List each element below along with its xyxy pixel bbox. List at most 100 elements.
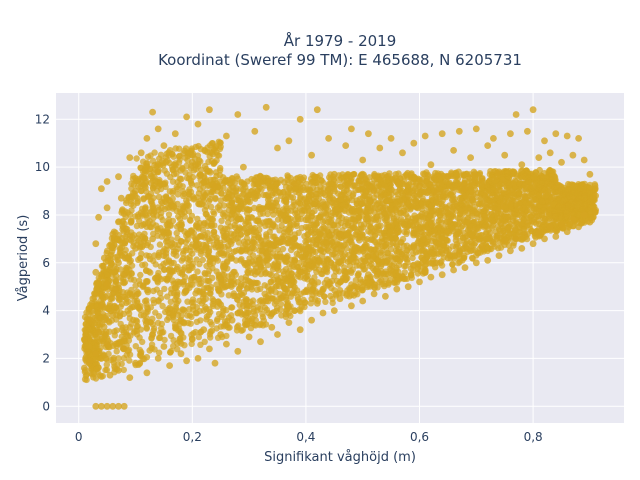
scatter-point xyxy=(303,203,310,210)
scatter-point xyxy=(277,212,285,219)
scatter-point xyxy=(218,190,225,197)
scatter-point xyxy=(510,242,517,249)
scatter-point xyxy=(147,304,155,311)
scatter-point xyxy=(130,276,138,284)
scatter-point xyxy=(162,259,170,266)
scatter-point xyxy=(203,313,211,320)
scatter-point xyxy=(505,242,512,249)
scatter-point xyxy=(287,282,294,289)
scatter-point xyxy=(374,213,381,220)
scatter-point xyxy=(265,292,272,299)
scatter-point xyxy=(287,187,294,194)
scatter-point xyxy=(428,219,436,227)
scatter-point xyxy=(156,176,163,184)
scatter-point xyxy=(298,210,305,217)
scatter-point xyxy=(238,281,245,288)
scatter-point xyxy=(225,246,233,253)
scatter-point xyxy=(497,244,505,251)
scatter-point xyxy=(361,173,368,180)
scatter-point xyxy=(163,238,170,245)
scatter-point xyxy=(387,241,394,248)
scatter-point xyxy=(165,314,173,321)
scatter-point xyxy=(174,191,182,198)
scatter-point xyxy=(240,289,248,297)
scatter-point xyxy=(249,194,257,201)
scatter-point xyxy=(315,215,322,222)
scatter-point xyxy=(306,185,313,193)
scatter-point xyxy=(517,221,525,228)
scatter-point xyxy=(337,250,344,257)
scatter-point xyxy=(212,255,220,262)
scatter-point xyxy=(489,179,496,186)
scatter-point xyxy=(461,229,468,237)
scatter-point xyxy=(377,193,384,201)
scatter-point xyxy=(371,281,379,288)
scatter-point xyxy=(411,195,418,202)
scatter-point xyxy=(156,183,163,190)
scatter-point xyxy=(416,178,423,185)
scatter-point xyxy=(383,250,391,257)
scatter-point xyxy=(308,192,315,199)
scatter-point xyxy=(294,174,301,182)
scatter-point xyxy=(188,181,196,188)
chart-title-line-2: Koordinat (Sweref 99 TM): E 465688, N 62… xyxy=(158,51,522,69)
scatter-point xyxy=(98,333,106,341)
scatter-point xyxy=(143,287,151,294)
scatter-point xyxy=(264,254,271,262)
scatter-point xyxy=(140,312,147,319)
scatter-point xyxy=(96,372,104,379)
scatter-point xyxy=(197,171,204,179)
scatter-point xyxy=(288,246,295,254)
scatter-point xyxy=(475,232,483,240)
scatter-point xyxy=(143,223,150,230)
scatter-point xyxy=(367,257,374,264)
scatter-point xyxy=(208,216,216,223)
scatter-point xyxy=(143,300,150,307)
scatter-point xyxy=(139,338,146,346)
scatter-point xyxy=(295,229,302,236)
scatter-point xyxy=(263,233,270,240)
scatter-point xyxy=(170,250,177,258)
scatter-point xyxy=(133,222,141,230)
scatter-point xyxy=(207,318,214,326)
scatter-point xyxy=(281,229,288,236)
scatter-point xyxy=(279,245,287,253)
scatter-point xyxy=(186,257,194,264)
scatter-point xyxy=(347,255,354,262)
scatter-point xyxy=(213,172,220,180)
scatter-point xyxy=(140,195,148,202)
scatter-point xyxy=(194,268,201,275)
scatter-point xyxy=(220,323,227,330)
scatter-point xyxy=(505,182,513,189)
scatter-point xyxy=(383,217,391,224)
scatter-point xyxy=(218,313,225,320)
scatter-point xyxy=(392,220,399,227)
scatter-point xyxy=(428,194,436,201)
scatter-point xyxy=(133,323,141,330)
scatter-point xyxy=(161,285,168,293)
scatter-point xyxy=(427,213,434,220)
scatter-point xyxy=(94,310,101,317)
scatter-point xyxy=(308,278,316,286)
scatter-point xyxy=(187,217,194,224)
scatter-point xyxy=(477,218,485,225)
scatter-point xyxy=(119,240,127,247)
scatter-point xyxy=(239,326,246,334)
scatter-point xyxy=(462,243,469,251)
scatter-point xyxy=(176,279,184,286)
scatter-point xyxy=(382,233,389,240)
scatter-point xyxy=(326,221,333,229)
scatter-point xyxy=(356,180,363,187)
scatter-point xyxy=(420,257,427,264)
scatter-point xyxy=(203,262,210,270)
scatter-point xyxy=(97,321,104,328)
scatter-point xyxy=(551,185,558,192)
scatter-point xyxy=(112,276,119,283)
scatter-point xyxy=(172,145,179,152)
scatter-point xyxy=(130,316,137,324)
scatter-point xyxy=(216,287,223,294)
scatter-point xyxy=(115,355,122,362)
scatter-point xyxy=(334,222,342,229)
scatter-point xyxy=(181,289,188,297)
scatter-point xyxy=(256,220,264,228)
